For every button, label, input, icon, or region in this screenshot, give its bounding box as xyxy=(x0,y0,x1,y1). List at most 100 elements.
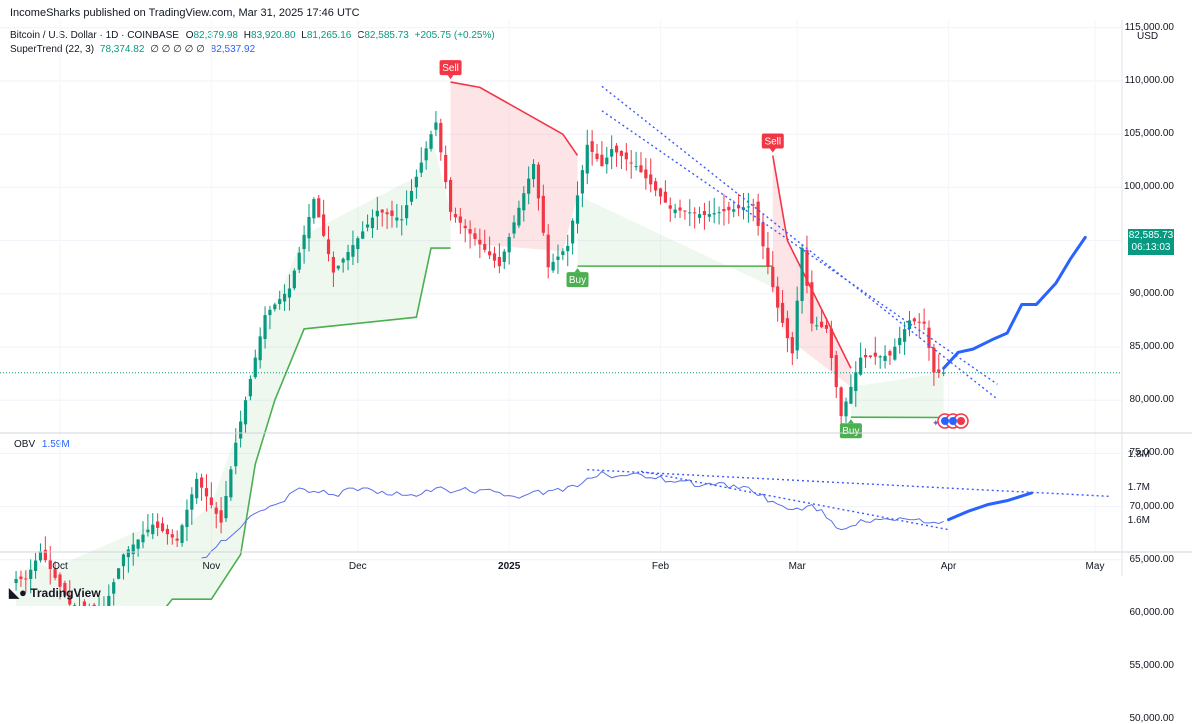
time-tick-label: Oct xyxy=(52,561,68,572)
candle-body xyxy=(932,348,935,373)
candle-body xyxy=(381,210,384,213)
candle-body xyxy=(630,163,633,164)
candle-body xyxy=(468,229,471,234)
candle xyxy=(659,188,662,205)
candle-body xyxy=(805,250,808,286)
candle-body xyxy=(859,358,862,375)
candle-body xyxy=(185,510,188,527)
candle xyxy=(835,351,838,398)
candle xyxy=(674,204,677,218)
candle-body xyxy=(757,202,760,226)
tradingview-logo[interactable]: ◣● TradingView xyxy=(9,585,101,601)
buy-signal: Buy xyxy=(840,419,862,438)
time-tick-label: Apr xyxy=(941,561,957,572)
candle-body xyxy=(610,149,613,157)
candle xyxy=(757,194,760,236)
candle-body xyxy=(356,238,359,249)
candle-body xyxy=(400,219,403,220)
candle-body xyxy=(390,211,393,216)
candle-body xyxy=(879,356,882,357)
signal-label: Buy xyxy=(842,426,859,437)
candle-body xyxy=(268,310,271,315)
candle xyxy=(864,348,867,368)
candle-body xyxy=(654,181,657,190)
candle-body xyxy=(791,337,794,353)
candle xyxy=(508,233,511,264)
time-tick-label: 2025 xyxy=(498,561,520,572)
candle-body xyxy=(683,211,686,212)
candle-body xyxy=(259,336,262,360)
candle-body xyxy=(864,355,867,357)
candle-body xyxy=(224,496,227,518)
candle-body xyxy=(634,166,637,167)
candle-body xyxy=(747,206,750,207)
candle-body xyxy=(566,246,569,251)
candle xyxy=(625,143,628,171)
candle xyxy=(205,474,208,511)
candle-body xyxy=(244,400,247,424)
candle-body xyxy=(137,540,140,549)
supertrend-fill xyxy=(851,373,944,418)
candle-body xyxy=(210,497,213,505)
candle-body xyxy=(537,165,540,199)
candle-body xyxy=(918,322,921,323)
candle xyxy=(566,235,569,266)
signal-pointer xyxy=(770,148,776,152)
candle-body xyxy=(195,479,198,498)
candle-body xyxy=(107,596,110,606)
candle-body xyxy=(898,338,901,345)
candle xyxy=(908,311,911,336)
candle-body xyxy=(464,226,467,228)
candle-body xyxy=(410,191,413,202)
candle xyxy=(869,355,872,358)
candle-body xyxy=(205,488,208,496)
price-projection xyxy=(944,237,1086,368)
candle-body xyxy=(488,251,491,255)
candle-body xyxy=(854,372,857,391)
candle-body xyxy=(141,535,144,543)
price-tick-label: 80,000.00 xyxy=(1130,394,1175,405)
candle-body xyxy=(420,163,423,173)
candle-body xyxy=(493,253,496,260)
candle xyxy=(600,141,603,167)
candle xyxy=(879,355,882,369)
candle-body xyxy=(644,169,647,178)
price-tick-label: 65,000.00 xyxy=(1130,554,1175,565)
candle-body xyxy=(449,180,452,212)
candle-body xyxy=(527,179,530,194)
candle-body xyxy=(796,301,799,351)
candle-body xyxy=(693,212,696,213)
candle-body xyxy=(849,387,852,404)
candle-body xyxy=(395,218,398,221)
candle-body xyxy=(180,525,183,543)
candle xyxy=(595,144,598,162)
candle-body xyxy=(615,146,618,153)
candle xyxy=(727,202,730,224)
tradingview-label: TradingView xyxy=(30,586,100,600)
price-tick-label: 70,000.00 xyxy=(1130,501,1175,512)
candle-body xyxy=(732,209,735,211)
candle-body xyxy=(273,304,276,309)
candle xyxy=(195,473,198,504)
candle xyxy=(571,218,574,254)
candle-body xyxy=(249,379,252,396)
candle-body xyxy=(923,322,926,324)
last-price: 82,585.73 xyxy=(1128,230,1174,242)
candle-body xyxy=(473,233,476,239)
candle-body xyxy=(571,221,574,244)
obv-tick-label: 1.6M xyxy=(1128,515,1150,526)
price-tick-label: 90,000.00 xyxy=(1130,288,1175,299)
candle-body xyxy=(659,188,662,196)
price-tick-label: 85,000.00 xyxy=(1130,341,1175,352)
candle-body xyxy=(547,235,550,267)
candle-body xyxy=(29,570,32,579)
supertrend-fill xyxy=(16,134,451,606)
candle xyxy=(322,200,325,237)
candle xyxy=(161,517,164,532)
candle-body xyxy=(498,257,501,266)
candle-body xyxy=(415,177,418,188)
candle-body xyxy=(478,240,481,245)
candle xyxy=(200,474,203,501)
candle-body xyxy=(556,257,559,260)
